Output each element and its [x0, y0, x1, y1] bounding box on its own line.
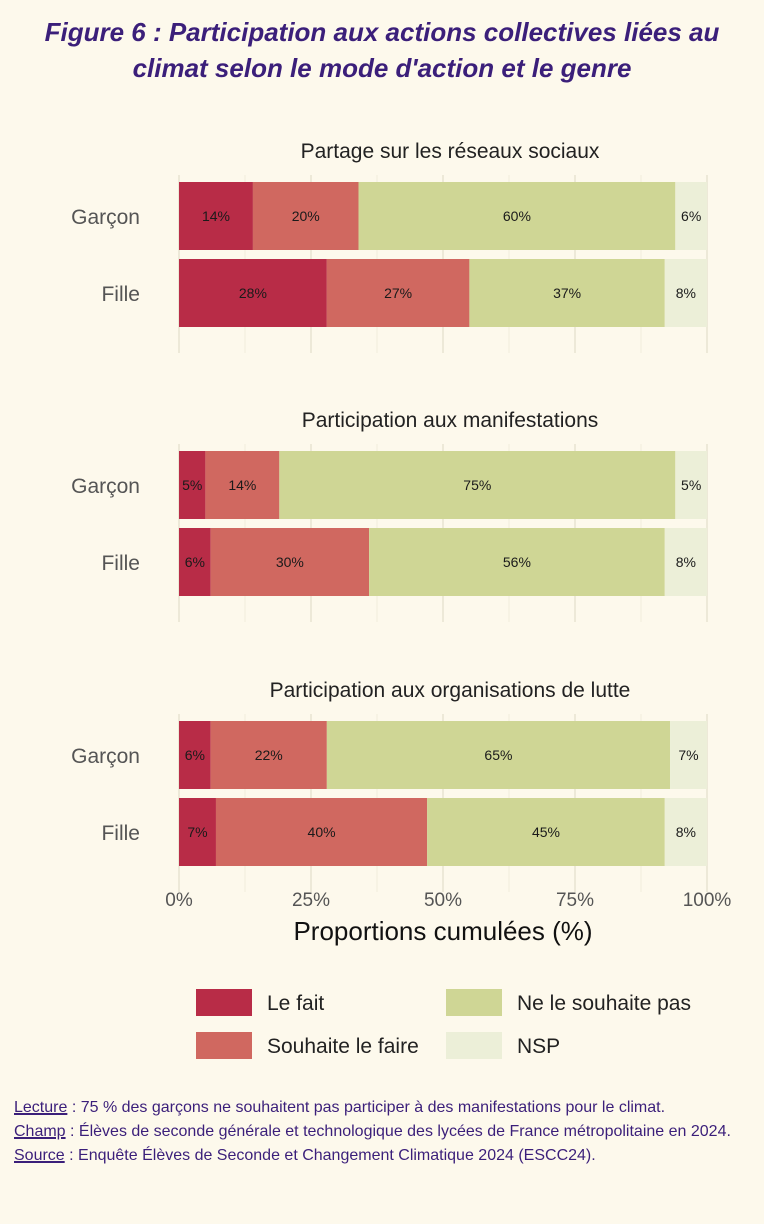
- note-lecture-key: Lecture: [14, 1099, 68, 1116]
- bar-segment: [675, 182, 707, 250]
- note-champ: Champ : Élèves de seconde générale et te…: [14, 1120, 744, 1144]
- note-lecture-text: : 75 % des garçons ne souhaitent pas par…: [67, 1099, 666, 1116]
- bar-value-label: 40%: [308, 824, 336, 840]
- bar-value-label: 8%: [676, 554, 696, 570]
- bar-segment: [326, 259, 470, 327]
- x-tick-label: 25%: [292, 890, 330, 911]
- x-tick-label: 50%: [424, 890, 462, 911]
- panel-title: Participation aux manifestations: [302, 409, 599, 432]
- bar-value-label: 7%: [187, 824, 207, 840]
- row-label: Fille: [101, 822, 140, 845]
- figure-notes: Lecture : 75 % des garçons ne souhaitent…: [14, 1096, 744, 1168]
- bar-segment: [205, 451, 280, 519]
- bar-value-label: 5%: [681, 477, 701, 493]
- row-label: Fille: [101, 283, 140, 306]
- row-label: Garçon: [71, 475, 140, 498]
- bar-segment: [215, 798, 428, 866]
- x-tick-label: 100%: [683, 890, 732, 911]
- stacked-bar-chart: Partage sur les réseaux sociaux Garçon 14%…: [71, 140, 732, 1059]
- bar-value-label: 28%: [239, 285, 267, 301]
- figure-title-line-2: climat selon le mode d'action et le genr…: [132, 53, 632, 83]
- bar-value-label: 6%: [681, 208, 701, 224]
- bar-value-label: 14%: [228, 477, 256, 493]
- bar-segment: [179, 721, 211, 789]
- bar-value-label: 56%: [503, 554, 531, 570]
- bar-segment: [469, 259, 665, 327]
- bar-value-label: 37%: [553, 285, 581, 301]
- bar-value-label: 30%: [276, 554, 304, 570]
- bar-segment: [179, 528, 211, 596]
- note-source-key: Source: [14, 1147, 65, 1164]
- x-tick-label: 75%: [556, 890, 594, 911]
- bar-value-label: 22%: [255, 747, 283, 763]
- row-label: Garçon: [71, 745, 140, 768]
- note-lecture: Lecture : 75 % des garçons ne souhaitent…: [14, 1096, 744, 1120]
- bar-value-label: 5%: [182, 477, 202, 493]
- bar-segment: [427, 798, 665, 866]
- bar-segment: [279, 451, 676, 519]
- bar-segment: [210, 528, 370, 596]
- bar-segment: [664, 528, 707, 596]
- bar-value-label: 65%: [484, 747, 512, 763]
- bar-value-label: 45%: [532, 824, 560, 840]
- legend-swatch: [446, 989, 502, 1016]
- bar-segment: [664, 798, 707, 866]
- figure-title: Figure 6 : Participation aux actions col…: [0, 14, 764, 86]
- note-champ-key: Champ: [14, 1123, 66, 1140]
- legend-label: Le fait: [267, 992, 324, 1015]
- bar-segment: [252, 182, 359, 250]
- note-source-text: : Enquête Élèves de Seconde et Changemen…: [64, 1147, 596, 1164]
- legend-swatch: [196, 989, 252, 1016]
- legend-label: Souhaite le faire: [267, 1035, 419, 1058]
- figure-title-line-1: Figure 6 : Participation aux actions col…: [44, 17, 720, 47]
- bar-value-label: 75%: [463, 477, 491, 493]
- legend-swatch: [446, 1032, 502, 1059]
- bar-segment: [179, 451, 206, 519]
- x-tick-label: 0%: [165, 890, 193, 911]
- bar-segment: [179, 182, 253, 250]
- bar-value-label: 27%: [384, 285, 412, 301]
- bar-segment: [675, 451, 707, 519]
- bar-segment: [369, 528, 665, 596]
- bar-segment: [326, 721, 671, 789]
- bar-value-label: 6%: [185, 554, 205, 570]
- note-source: Source : Enquête Élèves de Seconde et Ch…: [14, 1144, 744, 1168]
- bar-value-label: 14%: [202, 208, 230, 224]
- bar-value-label: 60%: [503, 208, 531, 224]
- note-champ-text: : Élèves de seconde générale et technolo…: [65, 1123, 731, 1140]
- legend-swatch: [196, 1032, 252, 1059]
- bar-value-label: 8%: [676, 285, 696, 301]
- panel-title: Participation aux organisations de lutte: [270, 679, 631, 702]
- legend-label: NSP: [517, 1035, 560, 1058]
- bar-value-label: 8%: [676, 824, 696, 840]
- panel-title: Partage sur les réseaux sociaux: [301, 140, 600, 163]
- bar-value-label: 7%: [678, 747, 698, 763]
- bar-segment: [670, 721, 707, 789]
- bar-segment: [179, 259, 327, 327]
- row-label: Fille: [101, 552, 140, 575]
- x-axis-label: Proportions cumulées (%): [293, 916, 592, 946]
- row-label: Garçon: [71, 206, 140, 229]
- bar-value-label: 20%: [292, 208, 320, 224]
- bar-segment: [210, 721, 327, 789]
- legend-label: Ne le souhaite pas: [517, 992, 691, 1015]
- bar-segment: [664, 259, 707, 327]
- bar-segment: [179, 798, 216, 866]
- bar-value-label: 6%: [185, 747, 205, 763]
- bar-segment: [358, 182, 676, 250]
